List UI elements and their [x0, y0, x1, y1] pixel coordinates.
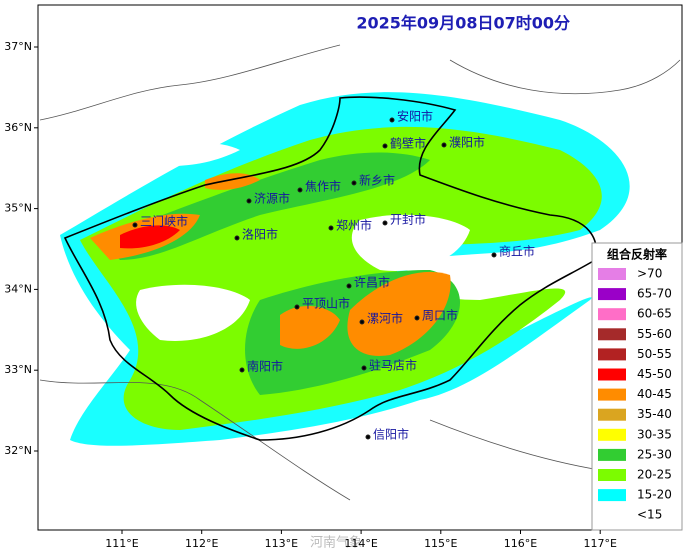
city-label: 安阳市: [397, 109, 433, 124]
legend-label: 25-30: [637, 447, 672, 461]
city-label: 洛阳市: [242, 227, 278, 242]
lon-tick-label: 113°E: [265, 537, 298, 550]
legend-swatch: [598, 428, 626, 441]
legend-label: >70: [637, 267, 662, 281]
legend-swatch: [598, 268, 626, 280]
lat-tick-label: 35°N: [4, 202, 32, 215]
lat-tick-label: 36°N: [4, 121, 32, 134]
legend-swatch: [598, 388, 626, 401]
legend-swatch: [598, 408, 626, 421]
lon-tick-label: 116°E: [504, 537, 537, 550]
city-label: 信阳市: [373, 427, 409, 442]
city-labels: 安阳市 鹤壁市 濮阳市 新乡市 焦作市 济源市 三门峡市 洛阳市 郑州市 开封市…: [140, 109, 535, 442]
lat-tick-label: 34°N: [4, 282, 32, 295]
legend-swatch: [598, 348, 626, 361]
legend-label: 35-40: [637, 407, 672, 421]
lon-tick-label: 112°E: [185, 537, 218, 550]
legend-label: 45-50: [637, 367, 672, 381]
lat-tick-label: 33°N: [4, 363, 32, 376]
legend-swatch: [597, 508, 627, 522]
city-label: 南阳市: [247, 359, 283, 374]
legend-label: 65-70: [637, 287, 672, 301]
city-label: 焦作市: [305, 179, 341, 194]
legend-swatch: [598, 469, 626, 481]
legend-swatch: [598, 489, 626, 502]
city-label: 许昌市: [354, 275, 390, 290]
legend-swatch: [598, 328, 626, 341]
lon-tick-label: 111°E: [105, 537, 138, 550]
lat-tick-label: 37°N: [4, 40, 32, 53]
legend-label: <15: [637, 508, 662, 522]
city-label: 周口市: [422, 308, 458, 323]
city-dots: [132, 117, 497, 440]
legend-label: 40-45: [637, 387, 672, 401]
legend-label: 30-35: [637, 427, 672, 441]
city-label: 济源市: [254, 191, 290, 206]
watermark: 河南气象: [310, 535, 362, 551]
map-title: 2025年09月08日07时00分: [356, 14, 570, 33]
city-label: 濮阳市: [449, 135, 485, 150]
city-label: 驻马店市: [369, 358, 417, 373]
city-label: 新乡市: [359, 173, 395, 188]
legend-swatch: [598, 448, 626, 461]
legend-title: 组合反射率: [607, 247, 667, 262]
city-label: 平顶山市: [302, 296, 350, 311]
city-label: 漯河市: [367, 311, 403, 326]
legend-label: 55-60: [637, 327, 672, 341]
lat-tick-label: 32°N: [4, 444, 32, 457]
city-label: 鹤壁市: [390, 136, 426, 151]
legend-swatch: [598, 308, 626, 321]
legend-swatch: [598, 368, 626, 381]
lon-tick-label: 115°E: [424, 537, 457, 550]
legend-label: 20-25: [637, 468, 672, 482]
city-label: 三门峡市: [140, 214, 188, 229]
radar-echoes: [60, 92, 630, 446]
lon-tick-label: 114°E: [344, 537, 377, 550]
legend-swatch: [598, 288, 626, 301]
legend-label: 50-55: [637, 347, 672, 361]
city-label: 开封市: [390, 212, 426, 227]
lon-tick-label: 117°E: [583, 537, 616, 550]
legend-label: 15-20: [637, 488, 672, 502]
city-label: 商丘市: [499, 244, 535, 259]
legend-label: 60-65: [637, 307, 672, 321]
city-label: 郑州市: [336, 218, 372, 233]
